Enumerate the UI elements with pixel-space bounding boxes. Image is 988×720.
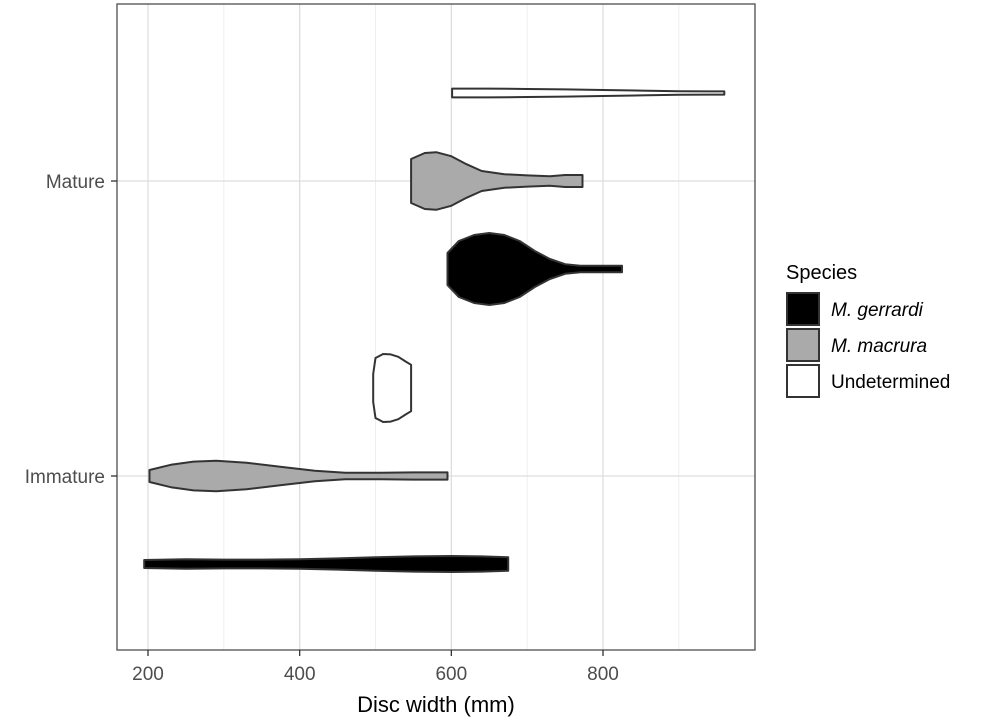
violin-plots [143,87,726,573]
violin-m-macrura-immature [148,459,449,493]
x-tick-label: 400 [284,664,316,685]
y-tick-label-mature: Mature [46,172,105,193]
legend-key-undetermined [786,364,820,398]
violin-m-gerrardi-immature [143,555,510,573]
y-tick-label-immature: Immature [25,467,105,488]
violin-undetermined-mature [451,87,726,99]
x-tick-label: 800 [587,664,619,685]
x-axis-title: Disc width (mm) [357,692,515,717]
grid-lines [117,4,756,650]
legend-label: M. gerrardi [831,300,924,321]
plot-panel-border [116,3,756,651]
x-tick-label: 600 [435,664,467,685]
legend: Species M. gerrardi M. macrura Undetermine… [786,262,950,398]
violin-m-macrura-mature [410,151,584,211]
axes: 200 400 600 800 Immature Mature [25,172,619,685]
legend-label: Undetermined [831,372,950,393]
legend-key-m-macrura [786,328,820,362]
x-tick-label: 200 [132,664,164,685]
violin-undetermined-immature [372,353,413,423]
legend-title: Species [786,262,857,284]
legend-label: M. macrura [831,336,927,357]
violin-m-gerrardi-mature [446,232,623,306]
legend-key-m-gerrardi [786,292,820,326]
